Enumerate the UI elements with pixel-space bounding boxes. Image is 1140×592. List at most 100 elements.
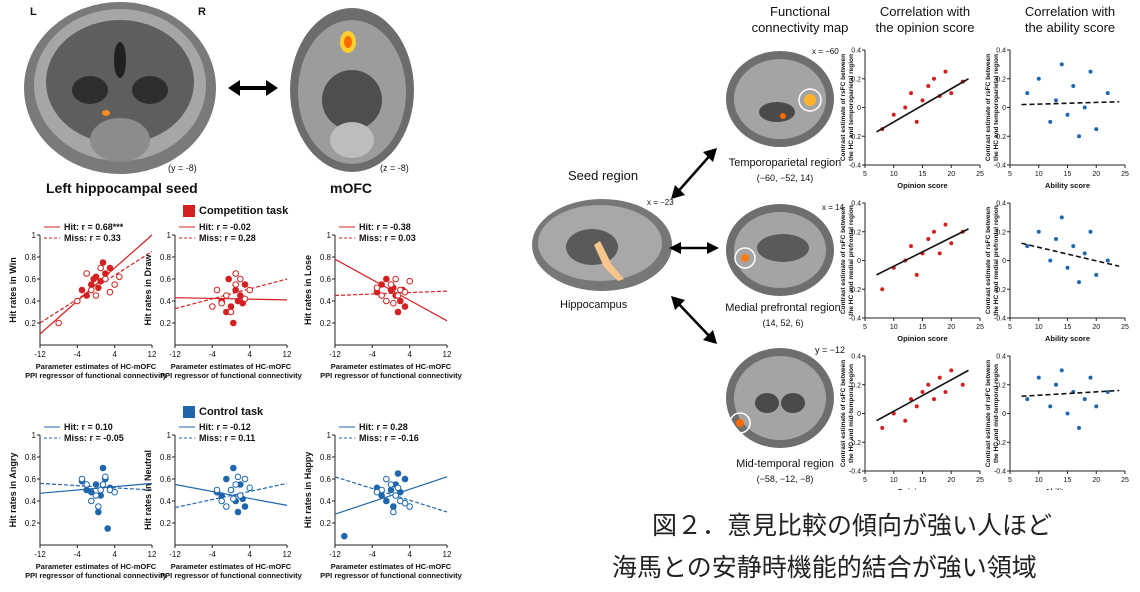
ppi-panel-6: -12 -4 4 12 0.2 0.4 0.6 0.8 1 Hit rates in Happy P… — [303, 422, 463, 580]
hit-point — [227, 303, 235, 310]
data-point — [880, 287, 885, 292]
axial-slice-coord: (z = -8) — [380, 163, 409, 173]
legend-hit: Hit: r = 0.68*** — [64, 222, 124, 232]
x-axis-label: Ability score — [1045, 181, 1090, 190]
miss-point — [378, 292, 385, 299]
x-axis-label-line1: Parameter estimates of HC-mOFC — [331, 562, 452, 571]
hit-point — [232, 286, 239, 294]
y-axis-label-line1: Contrast estimate of rsFC between — [840, 207, 847, 314]
miss-point — [106, 288, 114, 296]
x-tick-label: 15 — [919, 477, 927, 484]
x-tick-label: 15 — [919, 324, 927, 331]
y-axis-label-line1: Contrast estimate of rsFC between — [985, 54, 992, 161]
hit-point — [241, 503, 249, 510]
miss-point — [227, 486, 235, 494]
y-tick-label: 0.6 — [160, 275, 172, 284]
miss-point — [218, 497, 225, 505]
y-tick-label: -0.4 — [994, 316, 1006, 323]
miss-point — [92, 292, 100, 299]
miss-point — [237, 492, 244, 499]
y-tick-label: 0.2 — [851, 76, 861, 83]
x-axis-label-line2: PPI regressor of functional connectivity — [160, 371, 303, 380]
miss-point — [218, 299, 225, 307]
data-point — [1025, 397, 1030, 402]
rsfc-panel-1: 5 10 15 20 25 -0.4 -0.2 0 0.2 0.4 Contrast estimat… — [840, 48, 984, 191]
x-tick-label: 4 — [407, 550, 412, 559]
x-tick-label: 5 — [863, 324, 867, 331]
region-coords-3: (−58, −12, −8) — [756, 474, 814, 484]
region-coords-1: (−60, −52, 14) — [756, 173, 814, 183]
data-point — [1071, 83, 1076, 88]
ppi-panel-5: -12 -4 4 12 0.2 0.4 0.6 0.8 1 Hit rates in Neutra… — [143, 422, 303, 580]
data-point — [937, 375, 942, 380]
x-tick-label: 10 — [890, 171, 898, 178]
y-tick-label: 0 — [857, 411, 861, 418]
data-point — [914, 119, 919, 124]
miss-point — [97, 264, 104, 272]
x-tick-label: 5 — [1008, 171, 1012, 178]
miss-point — [92, 492, 100, 499]
hit-point — [88, 488, 95, 496]
data-point — [909, 91, 913, 96]
ppi-scatter-plots: -12 -4 4 12 0.2 0.4 0.6 0.8 1 Hit rates in Win Par… — [8, 222, 463, 580]
ppi-panel-3: -12 -4 4 12 0.2 0.4 0.6 0.8 1 Hit rates in Lose Pa… — [303, 222, 463, 380]
figure-caption-line2: 海馬との安静時機能的結合が強い領域 — [612, 553, 1037, 582]
x-tick-label: 20 — [947, 477, 955, 484]
hit-point — [383, 275, 390, 283]
x-tick-label: 12 — [148, 550, 157, 559]
hit-point — [341, 532, 348, 540]
x-tick-label: 10 — [1035, 324, 1043, 331]
y-tick-label: 0.4 — [25, 497, 37, 506]
miss-point — [74, 297, 81, 305]
miss-point — [99, 481, 107, 488]
x-tick-label: 5 — [863, 171, 867, 178]
x-axis-label-line2: PPI regressor of functional connectivity — [320, 571, 463, 580]
hit-point — [401, 303, 409, 310]
legend-miss: Miss: r = -0.16 — [359, 433, 419, 443]
miss-point — [237, 275, 244, 283]
y-axis-label-line2: the HC and mid-temporal region — [993, 364, 1000, 463]
data-point — [943, 69, 948, 74]
fit-line — [1021, 389, 1120, 398]
fit-line — [876, 78, 969, 133]
x-tick-label: 12 — [283, 350, 292, 359]
seed-region-label: Seed region — [568, 168, 639, 183]
y-tick-label: -0.2 — [849, 287, 861, 294]
data-point — [1065, 411, 1070, 416]
x-tick-label: 25 — [976, 171, 984, 178]
data-point — [1088, 69, 1093, 74]
hit-point — [390, 503, 397, 510]
x-tick-label: 4 — [407, 350, 412, 359]
data-point — [1077, 280, 1081, 285]
y-tick-label: -0.4 — [994, 163, 1006, 170]
miss-point — [213, 486, 221, 494]
y-axis-label-line2: the HC and temporoparietal region — [993, 54, 1000, 161]
fit-line — [1021, 242, 1120, 268]
y-axis-label: Hit rates in Lose — [303, 255, 313, 325]
hit-point — [104, 525, 111, 532]
y-tick-label: 1 — [167, 431, 172, 440]
x-tick-label: -4 — [209, 350, 217, 359]
y-tick-label: 0.4 — [160, 497, 172, 506]
y-axis-label-line2: the HC and medial prefrontal region — [848, 205, 855, 316]
hippocampus-sagittal-image — [530, 195, 675, 295]
x-tick-label: 20 — [1092, 324, 1100, 331]
miss-point — [387, 281, 395, 288]
y-tick-label: 0.2 — [25, 519, 37, 528]
data-point — [1065, 112, 1070, 117]
hit-point — [237, 292, 244, 299]
x-tick-label: 20 — [947, 171, 955, 178]
data-point — [1025, 244, 1030, 249]
x-tick-label: 25 — [1121, 477, 1129, 484]
data-point — [1048, 119, 1053, 124]
fit-line — [1021, 100, 1120, 106]
control-swatch — [183, 406, 195, 418]
y-tick-label: -0.4 — [849, 469, 861, 476]
y-tick-label: -0.2 — [994, 134, 1006, 141]
data-point — [926, 83, 931, 88]
miss-point — [232, 270, 239, 277]
bidirectional-arrow-icon — [228, 80, 278, 96]
y-tick-label: -0.4 — [849, 163, 861, 170]
miss-point — [116, 273, 123, 281]
miss-point — [394, 484, 402, 492]
